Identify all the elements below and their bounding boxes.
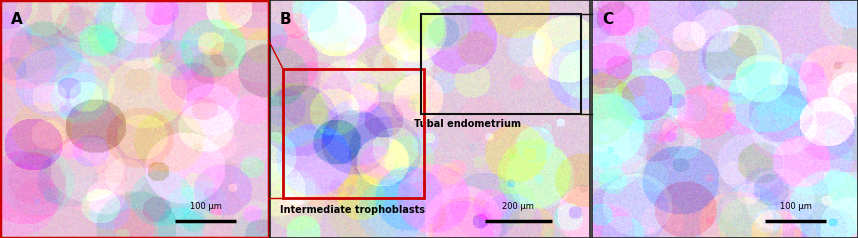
- Text: 100 μm: 100 μm: [780, 202, 812, 211]
- Text: 100 μm: 100 μm: [190, 202, 221, 211]
- Text: C: C: [602, 12, 613, 27]
- Text: A: A: [11, 12, 22, 27]
- Bar: [283, 69, 424, 198]
- Text: 200 μm: 200 μm: [502, 202, 535, 211]
- Text: B: B: [280, 12, 292, 27]
- Text: Tubal endometrium: Tubal endometrium: [414, 119, 521, 129]
- Bar: [420, 14, 581, 114]
- Text: Intermediate trophoblasts: Intermediate trophoblasts: [280, 205, 425, 215]
